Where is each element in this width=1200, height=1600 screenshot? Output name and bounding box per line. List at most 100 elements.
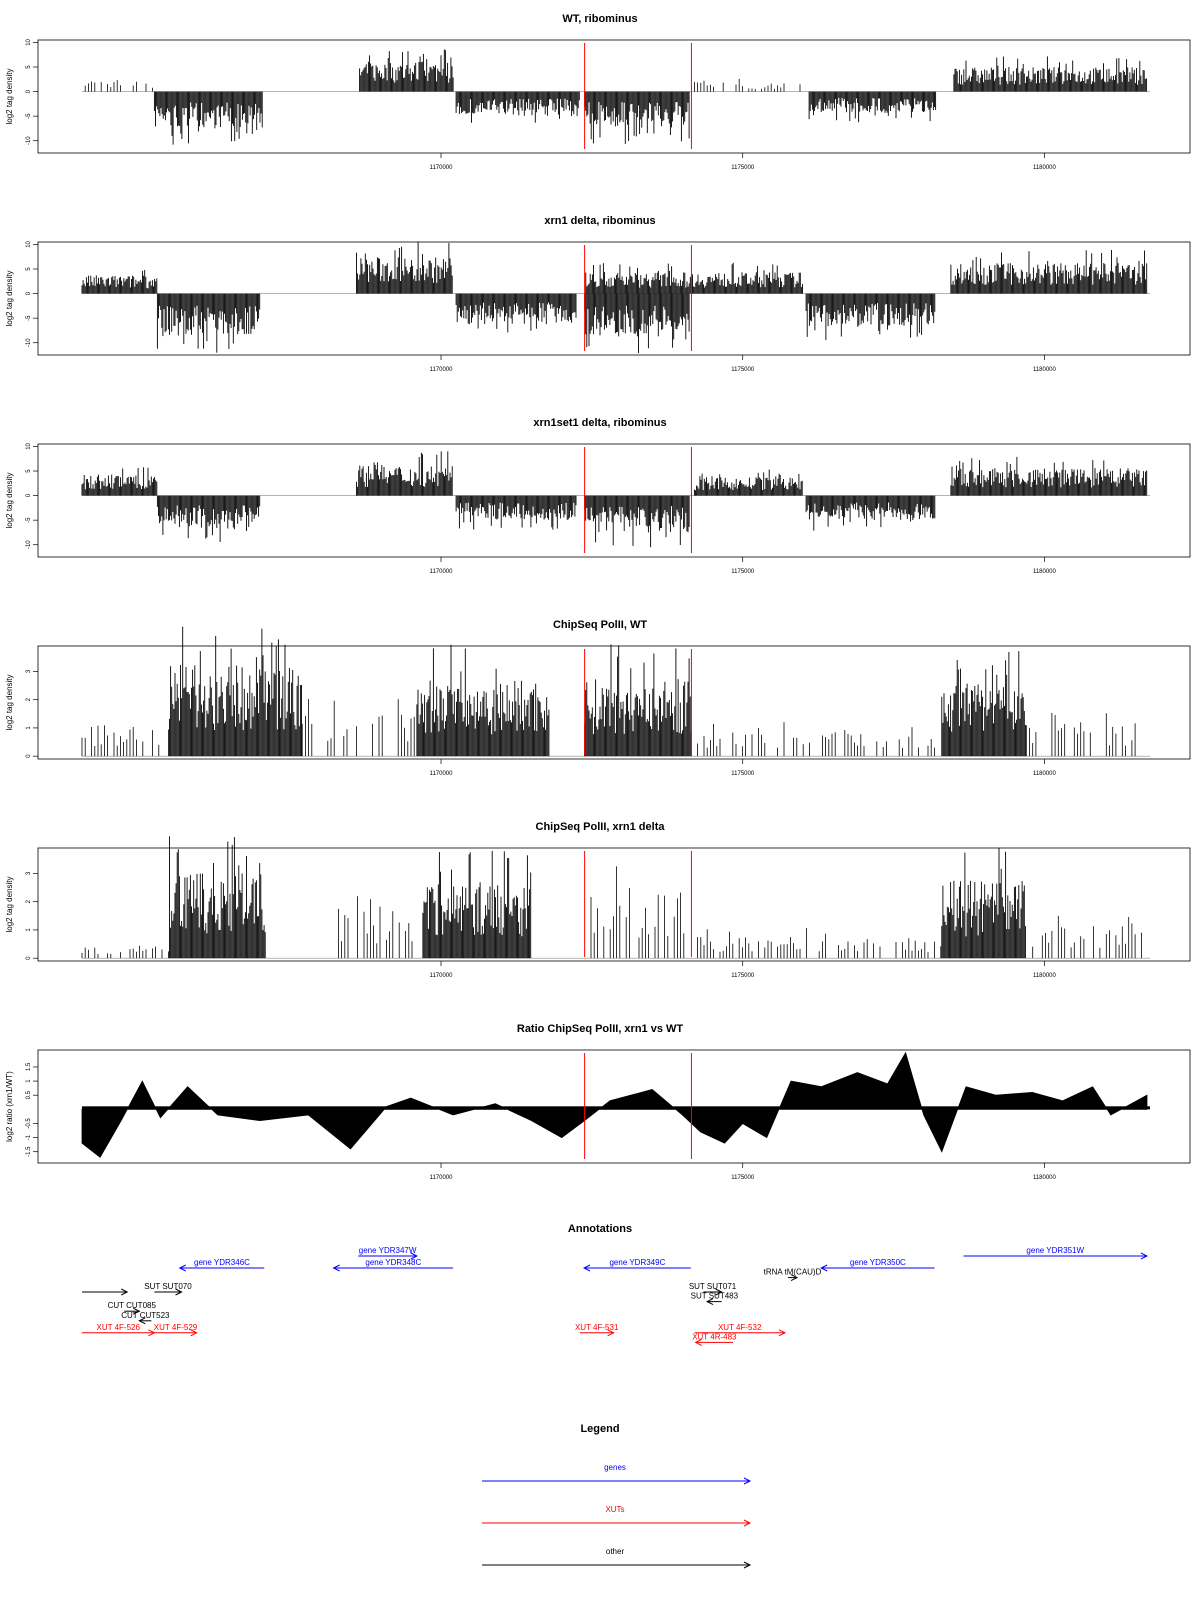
plot-frame — [37, 443, 1191, 558]
feature-label: CUT CUT085 — [108, 1301, 157, 1310]
feature-label: XUT 4F-532 — [718, 1323, 762, 1332]
y-tick-label: -5 — [26, 315, 32, 321]
arrowhead — [715, 1288, 723, 1296]
feature: CUT CUT085 — [108, 1301, 157, 1315]
panel-title: ChipSeq PolII, xrn1 delta — [536, 821, 666, 833]
feature-label: CUT CUT523 — [121, 1311, 170, 1320]
y-tick-label: -5 — [26, 113, 32, 119]
y-axis-label: log2 tag density — [5, 270, 14, 326]
y-tick-label: -1.5 — [26, 1146, 32, 1157]
x-tick-label: 1170000 — [430, 165, 454, 171]
feature: XUT 4F-529 — [154, 1323, 198, 1337]
legend-item: genes — [482, 1463, 752, 1485]
arrowhead — [178, 1264, 186, 1272]
y-tick-label: -10 — [26, 338, 32, 347]
plot-frame — [37, 847, 1191, 962]
plot-frame — [37, 1049, 1191, 1164]
chart-panel-1: WT, ribominus log2 tag density 10 5 0 -5 -10 11… — [5, 13, 1191, 171]
signal-bars — [81, 836, 1142, 959]
feature-label: XUT 4F-531 — [575, 1323, 619, 1332]
feature: XUT 4F-526 — [82, 1323, 156, 1337]
arrowhead — [1140, 1252, 1149, 1260]
y-tick-label: 2 — [26, 899, 32, 903]
feature-label: gene YDR346C — [194, 1258, 250, 1267]
y-tick-label: 2 — [26, 697, 32, 701]
arrowhead — [743, 1561, 752, 1569]
signal-bars — [81, 626, 1136, 757]
panel-title: Ratio ChipSeq PolII, xrn1 vs WT — [517, 1023, 684, 1035]
panel-title: ChipSeq PolII, WT — [553, 619, 647, 631]
plot-frame — [37, 39, 1191, 154]
x-tick-label: 1170000 — [430, 569, 454, 575]
legend-item: XUTs — [482, 1505, 752, 1527]
feature: gene YDR348C — [332, 1258, 454, 1272]
arrowhead — [743, 1477, 752, 1485]
feature — [82, 1288, 129, 1296]
chart-panel-6: Ratio ChipSeq PolII, xrn1 vs WT log2 rati… — [5, 1023, 1191, 1181]
x-tick-label: 1175000 — [731, 771, 755, 777]
y-tick-label: -5 — [26, 517, 32, 523]
x-tick-label: 1175000 — [731, 165, 755, 171]
legend-item: other — [482, 1547, 752, 1569]
feature-label: gene YDR351W — [1026, 1246, 1084, 1255]
arrowhead — [133, 1307, 141, 1315]
x-tick-label: 1175000 — [731, 367, 755, 373]
y-tick-label: 5 — [26, 267, 32, 271]
y-tick-label: 3 — [26, 669, 32, 673]
arrowhead — [694, 1338, 702, 1346]
legend-items: genes XUTs other — [482, 1463, 752, 1569]
legend-panel: Legend genes XUTs other — [482, 1423, 752, 1569]
feature: SUT SUT070 — [144, 1282, 192, 1296]
x-tick-label: 1170000 — [430, 973, 454, 979]
feature: tRNA tM(CAU)D — [764, 1268, 822, 1282]
y-axis-label: log2 tag density — [5, 876, 14, 932]
y-tick-label: 10 — [26, 38, 32, 45]
feature-label: gene YDR349C — [609, 1258, 665, 1267]
y-tick-label: 3 — [26, 871, 32, 875]
x-tick-label: 1175000 — [731, 569, 755, 575]
y-axis-label: log2 tag density — [5, 68, 14, 124]
y-tick-label: 0 — [26, 89, 32, 93]
feature: CUT CUT523 — [121, 1311, 170, 1325]
signal-bars — [84, 49, 1147, 145]
arrowhead — [705, 1298, 714, 1306]
y-axis-label: log2 tag density — [5, 472, 14, 528]
y-tick-label: 5 — [26, 65, 32, 69]
arrowhead — [607, 1329, 615, 1337]
feature-label: gene YDR347W — [359, 1246, 417, 1255]
chart-panel-3: xrn1set1 delta, ribominus log2 tag densit… — [5, 417, 1191, 575]
feature-label: SUT SUT483 — [691, 1292, 739, 1301]
x-tick-label: 1180000 — [1033, 367, 1057, 373]
feature: SUT SUT483 — [691, 1292, 739, 1306]
feature: gene YDR351W — [963, 1246, 1149, 1260]
y-tick-label: 1 — [26, 1079, 32, 1083]
ratio-area — [81, 1051, 1148, 1158]
y-tick-label: 1 — [26, 726, 32, 730]
x-tick-label: 1175000 — [731, 973, 755, 979]
y-tick-label: 10 — [26, 240, 32, 247]
plot-frame — [37, 241, 1191, 356]
feature-label: gene YDR350C — [850, 1258, 906, 1267]
feature: SUT SUT071 — [689, 1282, 737, 1296]
feature: gene YDR350C — [820, 1258, 935, 1272]
y-tick-label: 0 — [26, 493, 32, 497]
y-tick-label: 0 — [26, 291, 32, 295]
x-tick-label: 1170000 — [430, 771, 454, 777]
y-tick-label: 0 — [26, 956, 32, 960]
y-tick-label: -1 — [26, 1134, 32, 1140]
arrowhead — [778, 1329, 787, 1337]
feature: XUT 4R-483 — [692, 1332, 737, 1346]
ratio-baseline-band — [82, 1106, 1150, 1110]
arrowhead — [138, 1317, 146, 1325]
feature: gene YDR347W — [358, 1246, 418, 1260]
legend-label: genes — [604, 1463, 626, 1472]
arrowhead — [175, 1288, 183, 1296]
feature-label: gene YDR348C — [365, 1258, 421, 1267]
panel-title: WT, ribominus — [562, 13, 637, 25]
feature: gene YDR346C — [178, 1258, 265, 1272]
panel-title: xrn1 delta, ribominus — [544, 215, 655, 227]
feature-label: XUT 4F-526 — [96, 1323, 140, 1332]
